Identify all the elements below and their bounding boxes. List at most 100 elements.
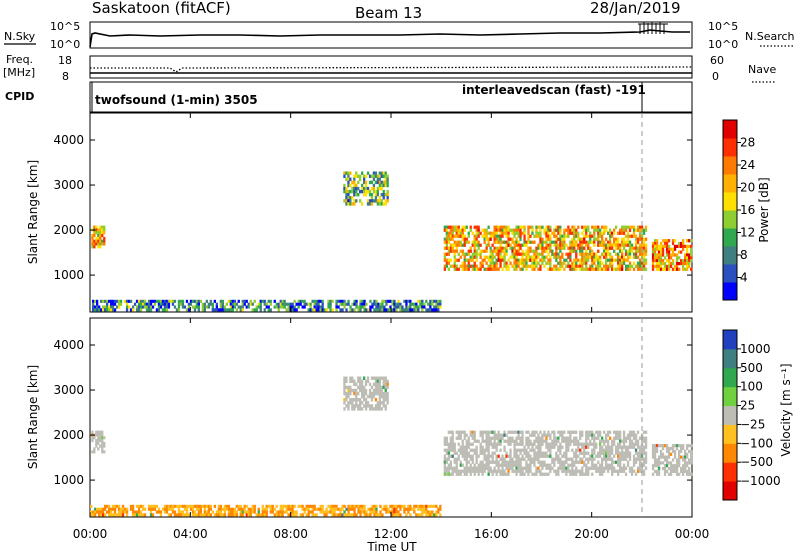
echo-cell [457, 267, 460, 271]
echo-cell [331, 510, 334, 514]
echo-cell [411, 308, 414, 312]
echo-cell [595, 237, 598, 241]
echo-cell [451, 436, 454, 440]
echo-cell [293, 308, 296, 312]
echo-cell [443, 225, 446, 229]
echo-cell [382, 404, 385, 408]
echo-cell [493, 466, 496, 470]
echo-cell [503, 246, 506, 250]
echo-cell [525, 454, 528, 458]
echo-cell [537, 433, 540, 437]
echo-cell [311, 507, 314, 511]
echo-cell [509, 261, 512, 265]
echo-cell [505, 261, 508, 265]
echo-cell [622, 463, 626, 467]
echo-cell [577, 243, 580, 247]
echo-cell [445, 228, 448, 232]
echo-cell [351, 404, 354, 408]
echo-cell [686, 455, 689, 459]
echo-cell [445, 246, 448, 250]
echo-cell [327, 305, 330, 309]
echo-cell [686, 472, 689, 476]
echo-cell [549, 469, 552, 473]
echo-cell [587, 460, 590, 464]
echo-cell [279, 299, 282, 303]
nave-label: Nave [748, 63, 776, 76]
echo-cell [251, 504, 254, 508]
echo-cell [493, 442, 496, 446]
echo-cell [591, 436, 594, 440]
echo-cell [447, 451, 450, 455]
echo-cell [642, 255, 646, 259]
echo-cell [563, 267, 566, 271]
echo-cell [575, 255, 578, 259]
echo-cell [497, 249, 500, 253]
echo-cell [101, 242, 104, 246]
echo-cell [479, 243, 482, 247]
echo-cell [265, 510, 268, 514]
echo-cell [247, 302, 250, 306]
echo-cell [443, 460, 446, 464]
echo-cell [92, 308, 95, 312]
echo-cell [638, 243, 642, 247]
echo-cell [386, 189, 389, 194]
echo-cell [622, 433, 626, 437]
echo-cell [113, 308, 117, 312]
echo-cell [523, 472, 526, 476]
echo-cell [355, 388, 358, 393]
echo-cell [555, 267, 558, 271]
echo-cell [359, 398, 362, 402]
echo-cell [539, 246, 542, 250]
echo-cell [417, 305, 420, 309]
echo-cell [555, 225, 558, 229]
echo-cell [153, 302, 157, 306]
echo-cell [431, 302, 434, 306]
echo-cell [453, 261, 456, 265]
echo-cell [347, 507, 350, 511]
echo-cell [565, 234, 568, 238]
echo-cell [557, 445, 560, 449]
echo-cell [665, 250, 669, 254]
echo-cell [673, 267, 677, 271]
echo-cell [375, 302, 378, 306]
echo-cell [555, 240, 558, 244]
echo-cell [213, 513, 216, 517]
echo-cell [591, 258, 594, 262]
echo-cell [378, 404, 381, 408]
echo-cell [626, 436, 630, 440]
echo-cell [557, 436, 560, 440]
echo-cell [611, 246, 614, 250]
echo-cell [307, 504, 310, 508]
echo-cell [367, 507, 370, 511]
echo-cell [609, 246, 612, 250]
echo-cell [585, 231, 588, 235]
echo-cell [379, 305, 382, 309]
echo-cell [575, 448, 578, 452]
echo-cell [515, 237, 518, 241]
echo-cell [201, 504, 204, 508]
echo-cell [507, 454, 510, 458]
echo-cell [503, 439, 506, 443]
echo-cell [375, 504, 378, 508]
echo-cell [359, 407, 362, 411]
echo-cell [541, 436, 544, 440]
echo-cell [626, 460, 630, 464]
echo-cell [329, 507, 332, 511]
echo-cell [459, 460, 462, 464]
echo-cell [653, 461, 657, 465]
echo-cell [485, 439, 488, 443]
echo-cell [475, 228, 478, 232]
echo-cell [678, 444, 681, 448]
echo-cell [617, 243, 620, 247]
echo-cell [577, 445, 580, 449]
echo-cell [661, 452, 665, 456]
echo-cell [549, 261, 552, 265]
echo-cell [364, 189, 368, 194]
echo-cell [349, 183, 352, 188]
echo-cell [409, 507, 412, 511]
echo-cell [443, 454, 446, 458]
echo-cell [469, 463, 472, 467]
echo-cell [655, 469, 659, 473]
echo-cell [651, 267, 655, 271]
echo-cell [678, 241, 681, 246]
